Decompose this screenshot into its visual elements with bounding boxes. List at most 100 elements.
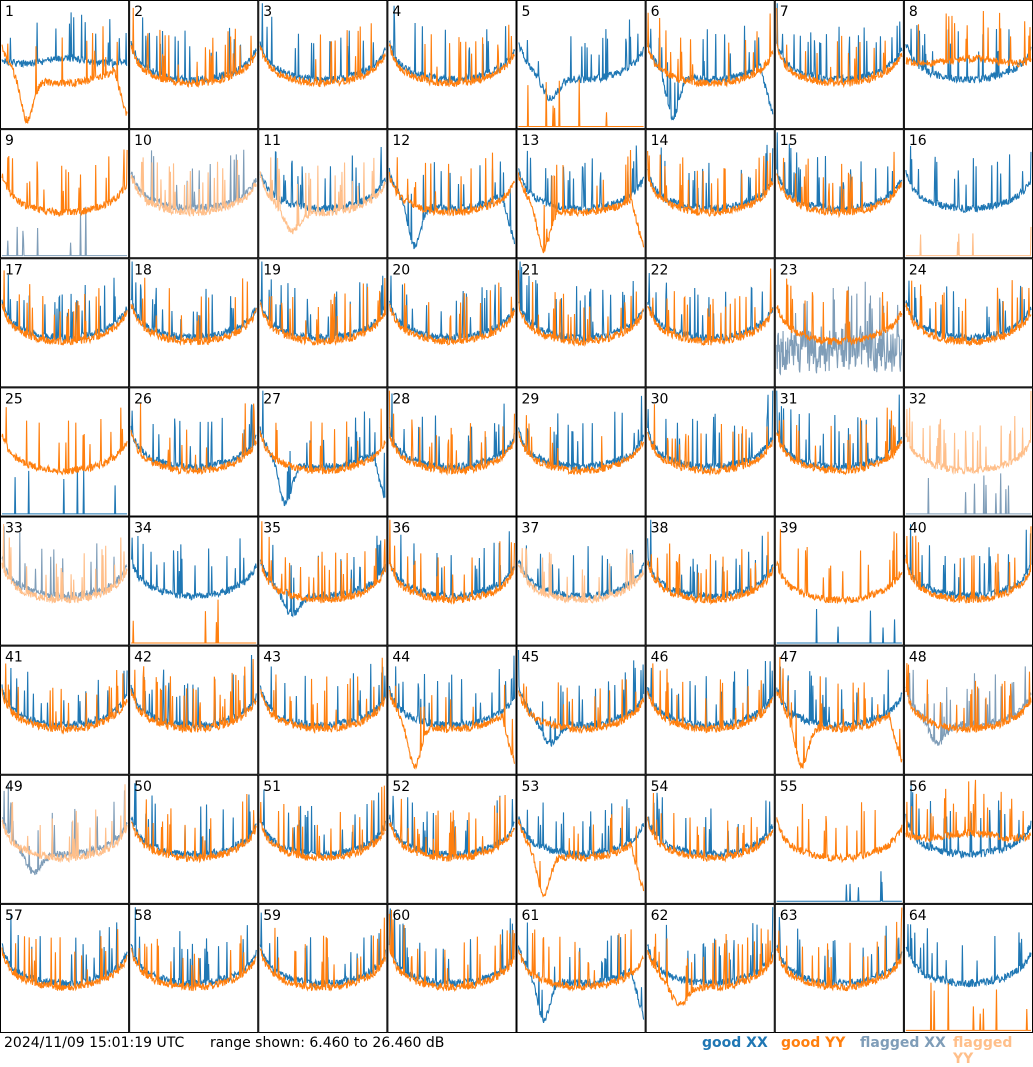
series-good-xx <box>905 25 1032 84</box>
series-good-yy <box>388 282 516 346</box>
panel-64: 64 <box>903 903 1033 1033</box>
panel-16: 16 <box>903 129 1033 259</box>
panel-frame <box>129 387 259 517</box>
panel-21: 21 <box>516 258 646 388</box>
panel-label: 24 <box>909 262 927 278</box>
panel-60: 60 <box>387 903 517 1033</box>
series-good-yy <box>388 909 516 993</box>
panel-45: 45 <box>516 645 646 775</box>
panel-frame <box>387 0 517 130</box>
panel-label: 8 <box>909 4 918 20</box>
series-good-yy <box>647 663 774 734</box>
panel-label: 28 <box>392 391 410 407</box>
series-good-yy <box>517 806 645 898</box>
series-good-yy <box>1 270 128 346</box>
series-good-xx <box>905 924 1032 988</box>
panel-label: 35 <box>263 521 281 537</box>
series-good-yy <box>130 277 257 347</box>
panel-32: 32 <box>903 387 1033 517</box>
panel-frame <box>258 645 388 775</box>
series-good-yy <box>1 26 128 125</box>
panel-label: 61 <box>522 908 540 924</box>
panel-frame <box>0 258 130 388</box>
series-good-yy <box>517 270 645 347</box>
panel-label: 62 <box>651 908 669 924</box>
panel-frame <box>258 0 388 130</box>
series-good-yy <box>905 779 1032 844</box>
series-good-yy <box>259 408 386 475</box>
series-good-yy <box>130 659 257 734</box>
panel-label: 16 <box>909 133 927 149</box>
legend-good-xx: good XX <box>702 1035 768 1051</box>
spectra-grid: 1 2 3 4 5 6 7 8 9 10 11 12 13 14 15 16 17 18 19 20 21 22 23 24 2… <box>0 0 1033 1033</box>
series-flagged-yy <box>905 226 1032 257</box>
panel-frame <box>0 516 130 646</box>
series-good-yy <box>905 982 1031 1031</box>
panel-frame <box>516 129 646 259</box>
series-good-xx <box>517 261 645 343</box>
panel-52: 52 <box>387 774 517 904</box>
panel-label: 20 <box>392 262 410 278</box>
series-good-xx <box>517 395 645 471</box>
panel-54: 54 <box>645 774 775 904</box>
panel-frame <box>774 516 904 646</box>
panel-label: 52 <box>392 779 410 795</box>
series-good-yy <box>1 929 128 992</box>
series-good-xx <box>388 5 516 84</box>
panel-4: 4 <box>387 0 517 130</box>
panel-label: 64 <box>909 908 927 924</box>
panel-30: 30 <box>645 387 775 517</box>
series-good-yy <box>388 152 515 217</box>
panel-label: 27 <box>263 391 281 407</box>
panel-label: 26 <box>134 391 152 407</box>
panel-frame <box>903 258 1033 388</box>
panel-label: 3 <box>263 4 272 20</box>
panel-label: 46 <box>651 650 669 666</box>
panel-label: 32 <box>909 391 927 407</box>
series-good-yy <box>905 280 1032 347</box>
timestamp: 2024/11/09 15:01:19 UTC <box>4 1035 185 1051</box>
series-good-yy <box>776 907 903 992</box>
series-good-yy <box>259 657 386 735</box>
series-good-xx <box>905 280 1032 342</box>
series-good-yy <box>1 663 128 735</box>
panel-35: 35 <box>258 516 388 646</box>
footer: 2024/11/09 15:01:19 UTC range shown: 6.4… <box>0 1033 1033 1067</box>
series-good-yy <box>259 521 386 604</box>
series-good-yy <box>388 794 515 862</box>
panel-53: 53 <box>516 774 646 904</box>
panel-label: 17 <box>5 262 23 278</box>
panel-label: 48 <box>909 650 927 666</box>
panel-label: 12 <box>392 133 410 149</box>
panel-label: 45 <box>522 650 540 666</box>
panel-frame <box>258 774 388 904</box>
panel-14: 14 <box>645 129 775 259</box>
panel-37: 37 <box>516 516 646 646</box>
panel-3: 3 <box>258 0 388 130</box>
panel-5: 5 <box>516 0 646 130</box>
series-good-yy <box>131 599 257 644</box>
panel-label: 19 <box>263 262 281 278</box>
series-flagged-yy <box>1 784 128 864</box>
panel-42: 42 <box>129 645 259 775</box>
series-good-yy <box>388 390 516 476</box>
series-good-xx <box>259 261 386 343</box>
panel-6: 6 <box>645 0 775 130</box>
panel-11: 11 <box>258 129 388 259</box>
panel-label: 39 <box>780 521 798 537</box>
series-good-yy <box>647 12 774 88</box>
panel-49: 49 <box>0 774 130 904</box>
panel-label: 42 <box>134 650 152 666</box>
panel-20: 20 <box>387 258 517 388</box>
panel-frame <box>516 387 646 517</box>
panel-frame <box>0 774 130 904</box>
panel-label: 63 <box>780 908 798 924</box>
panel-18: 18 <box>129 258 259 388</box>
panel-27: 27 <box>258 387 388 517</box>
panel-15: 15 <box>774 129 904 259</box>
panel-59: 59 <box>258 903 388 1033</box>
panel-label: 11 <box>263 133 281 149</box>
series-flagged-yy <box>130 157 257 217</box>
panel-label: 47 <box>780 650 798 666</box>
panel-41: 41 <box>0 645 130 775</box>
